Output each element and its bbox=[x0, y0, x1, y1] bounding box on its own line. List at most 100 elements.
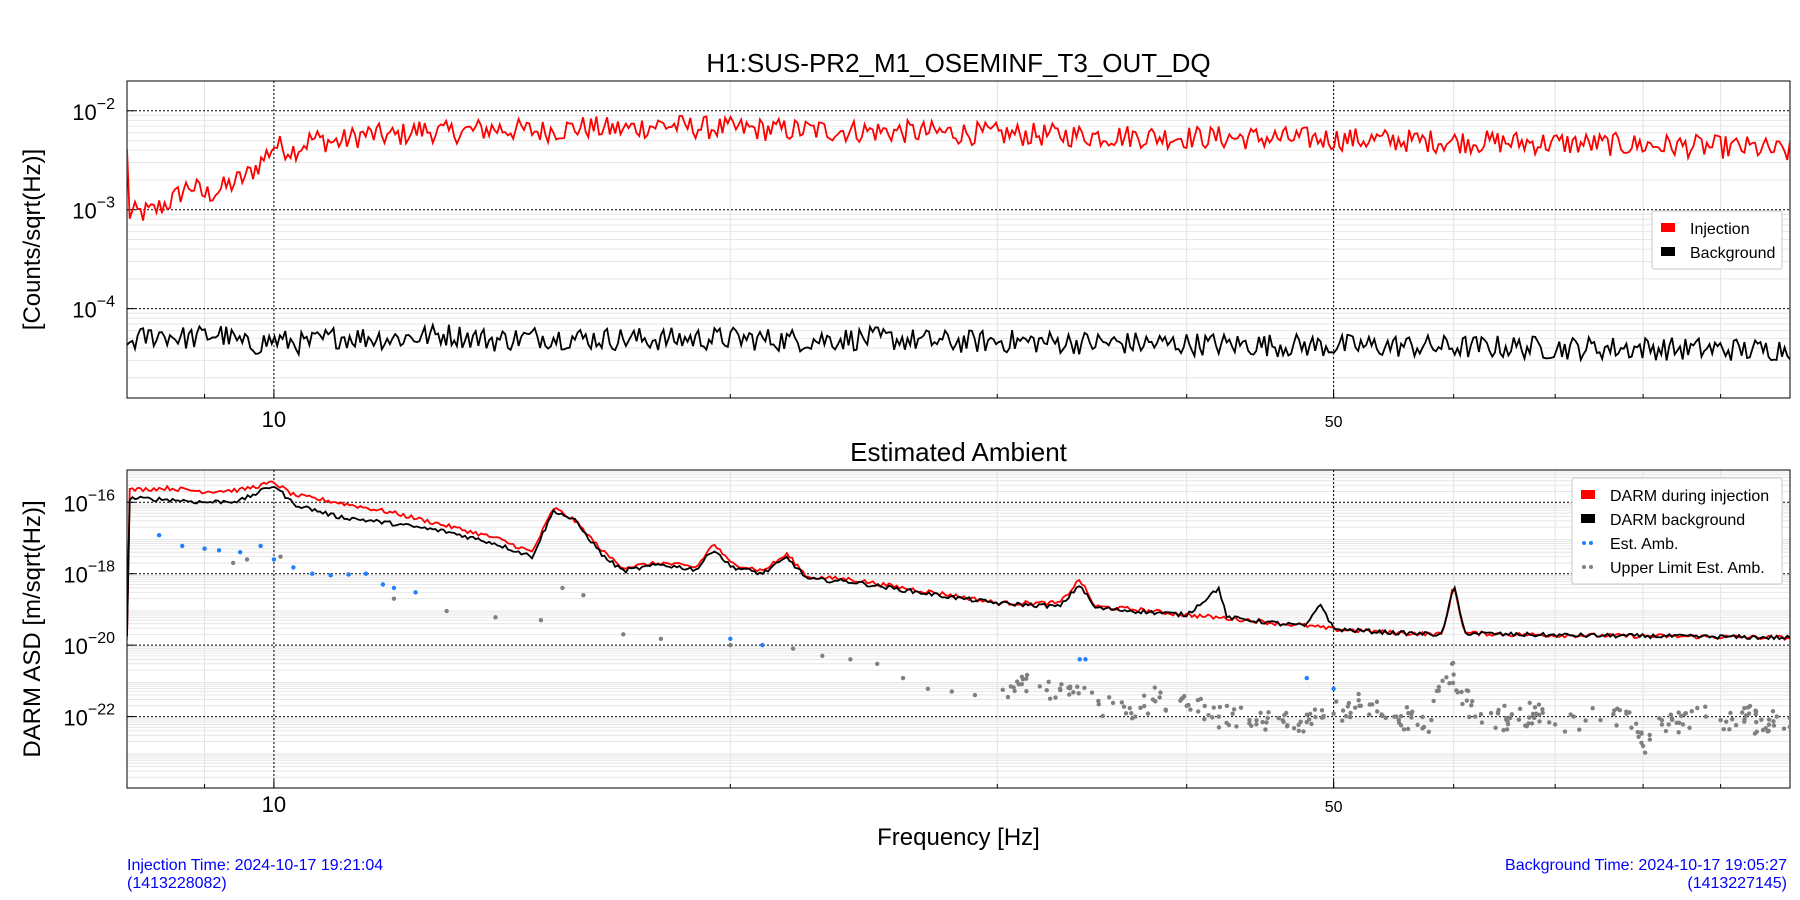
data-point-est-amb- bbox=[413, 590, 418, 595]
data-point-upper-limit-est-amb- bbox=[538, 617, 544, 623]
data-point-upper-limit-est-amb bbox=[1121, 704, 1127, 709]
data-point-upper-limit-est-amb- bbox=[1740, 710, 1745, 715]
legend-entry: DARM during injection bbox=[1610, 488, 1769, 505]
data-point-upper-limit-est-amb bbox=[1345, 704, 1351, 709]
data-point-upper-limit-est-amb bbox=[1703, 704, 1708, 709]
data-point-upper-limit-est-amb bbox=[1304, 712, 1310, 717]
data-point-est-amb- bbox=[363, 571, 369, 576]
data-point-upper-limit-est-amb bbox=[1695, 705, 1700, 711]
data-point-upper-limit-est-amb bbox=[1217, 704, 1223, 710]
data-point-upper-limit-est-amb bbox=[1614, 723, 1619, 728]
data-point-upper-limit-est-amb bbox=[1676, 710, 1681, 715]
data-point-upper-limit-est-amb bbox=[1436, 684, 1442, 690]
data-point-upper-limit-est-amb bbox=[1743, 713, 1749, 718]
data-point-est-amb- bbox=[291, 565, 296, 570]
legend-marker bbox=[1582, 541, 1586, 545]
data-point-upper-limit-est-amb- bbox=[820, 653, 825, 659]
series-line-darm-background bbox=[127, 486, 1790, 641]
data-point-upper-limit-est-amb bbox=[1420, 726, 1425, 731]
legend-entry: DARM background bbox=[1610, 512, 1745, 529]
data-point-upper-limit-est-amb bbox=[1301, 729, 1306, 734]
data-point-upper-limit-est-amb- bbox=[1429, 717, 1434, 723]
series-line-injection bbox=[127, 114, 1790, 221]
data-point-upper-limit-est-amb bbox=[1501, 727, 1506, 733]
data-point-upper-limit-est-amb bbox=[1238, 705, 1244, 710]
data-point-upper-limit-est-amb- bbox=[391, 596, 397, 601]
data-point-upper-limit-est-amb bbox=[1340, 708, 1346, 713]
data-point-upper-limit-est-amb bbox=[1729, 716, 1735, 722]
data-point-upper-limit-est-amb- bbox=[1787, 715, 1790, 721]
data-point-est-amb- bbox=[346, 572, 351, 577]
legend: DARM during injection DARM background Est.… bbox=[1571, 477, 1783, 585]
data-point-upper-limit-est-amb bbox=[1450, 680, 1456, 686]
data-point-upper-limit-est-amb bbox=[1766, 717, 1772, 722]
data-point-upper-limit-est-amb- bbox=[230, 560, 236, 566]
data-point-upper-limit-est-amb bbox=[1466, 714, 1472, 720]
data-point-upper-limit-est-amb bbox=[1129, 711, 1134, 716]
data-point-est-amb- bbox=[258, 543, 263, 549]
data-point-upper-limit-est-amb bbox=[1142, 703, 1147, 709]
data-point-upper-limit-est-amb bbox=[1562, 729, 1568, 734]
data-point-upper-limit-est-amb bbox=[1633, 721, 1639, 726]
data-point-upper-limit-est-amb- bbox=[1216, 714, 1222, 719]
data-point-upper-limit-est-amb bbox=[1356, 698, 1361, 703]
data-point-upper-limit-est-amb bbox=[1577, 727, 1582, 732]
data-point-upper-limit-est-amb bbox=[1505, 719, 1510, 724]
data-point-upper-limit-est-amb bbox=[1266, 710, 1271, 715]
data-point-upper-limit-est-amb- bbox=[244, 557, 250, 562]
data-point-upper-limit-est-amb bbox=[1226, 722, 1232, 728]
data-point-upper-limit-est-amb bbox=[1138, 705, 1143, 711]
legend: Injection Background bbox=[1651, 210, 1783, 270]
data-point-upper-limit-est-amb bbox=[1507, 715, 1513, 721]
data-point-upper-limit-est-amb bbox=[1309, 721, 1314, 727]
data-point-upper-limit-est-amb bbox=[1067, 686, 1073, 691]
data-point-upper-limit-est-amb bbox=[1447, 681, 1452, 686]
y-tick-label: 10−3 bbox=[72, 195, 115, 224]
data-point-upper-limit-est-amb- bbox=[1276, 715, 1281, 721]
data-point-upper-limit-est-amb- bbox=[1754, 719, 1759, 725]
background-time-footer: Background Time: 2024-10-17 19:05:27 (14… bbox=[1505, 857, 1787, 893]
data-point-upper-limit-est-amb bbox=[1005, 694, 1011, 700]
data-point-upper-limit-est-amb- bbox=[972, 692, 978, 698]
data-point-upper-limit-est-amb bbox=[1195, 709, 1201, 714]
data-point-upper-limit-est-amb bbox=[1459, 689, 1464, 695]
data-point-upper-limit-est-amb bbox=[1766, 728, 1771, 734]
data-point-est-amb- bbox=[237, 549, 243, 555]
data-point-upper-limit-est-amb bbox=[1145, 711, 1151, 716]
data-point-upper-limit-est-amb bbox=[1298, 719, 1303, 724]
data-point-upper-limit-est-amb bbox=[1639, 731, 1644, 736]
data-point-upper-limit-est-amb bbox=[1075, 684, 1080, 689]
data-point-upper-limit-est-amb bbox=[1733, 723, 1739, 728]
data-point-upper-limit-est-amb bbox=[1547, 720, 1552, 725]
data-point-upper-limit-est-amb bbox=[1612, 708, 1617, 713]
data-point-upper-limit-est-amb bbox=[1044, 688, 1049, 693]
data-point-est-amb- bbox=[216, 548, 222, 553]
y-tick-label: 10−4 bbox=[72, 294, 115, 323]
data-point-upper-limit-est-amb bbox=[1436, 688, 1441, 693]
data-point-upper-limit-est-amb bbox=[1353, 705, 1358, 710]
legend-box bbox=[1651, 210, 1783, 270]
data-point-upper-limit-est-amb bbox=[1410, 709, 1415, 714]
data-point-upper-limit-est-amb bbox=[1540, 707, 1545, 712]
data-point-upper-limit-est-amb bbox=[1426, 729, 1432, 735]
data-point-upper-limit-est-amb bbox=[1347, 714, 1353, 720]
injection-gps-label: (1413228082) bbox=[127, 875, 227, 892]
data-point-upper-limit-est-amb bbox=[1752, 731, 1758, 736]
data-point-upper-limit-est-amb bbox=[1082, 685, 1087, 691]
data-point-upper-limit-est-amb bbox=[1568, 712, 1573, 717]
legend-entry: Background bbox=[1690, 245, 1775, 262]
data-point-upper-limit-est-amb bbox=[1590, 705, 1595, 711]
data-point-upper-limit-est-amb bbox=[1179, 696, 1184, 701]
data-point-upper-limit-est-amb bbox=[1771, 723, 1777, 728]
data-point-upper-limit-est-amb bbox=[1728, 710, 1733, 716]
x-tick-label: 50 bbox=[1325, 799, 1343, 816]
data-point-upper-limit-est-amb bbox=[1231, 707, 1237, 712]
data-point-upper-limit-est-amb bbox=[1611, 711, 1616, 717]
data-point-upper-limit-est-amb bbox=[1158, 690, 1163, 695]
data-point-upper-limit-est-amb bbox=[1392, 714, 1397, 719]
data-point-upper-limit-est-amb bbox=[1306, 717, 1312, 722]
x-tick-label: 50 bbox=[1325, 414, 1343, 431]
data-point-upper-limit-est-amb bbox=[1583, 718, 1588, 723]
data-point-upper-limit-est-amb bbox=[1089, 690, 1095, 695]
